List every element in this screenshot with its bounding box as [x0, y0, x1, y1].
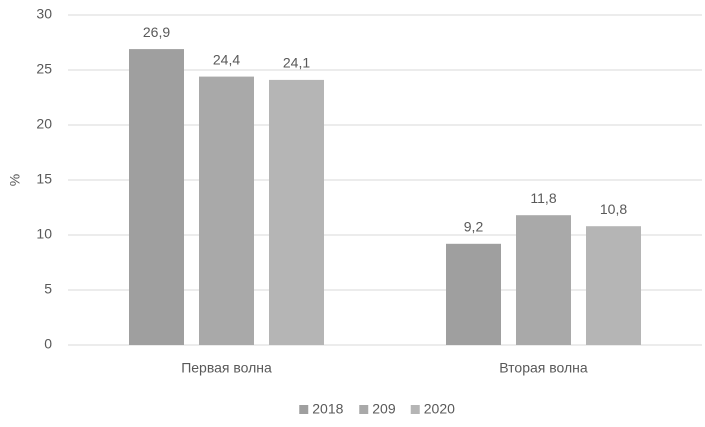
y-tick-label: 5: [44, 281, 52, 297]
y-tick-label: 25: [36, 61, 52, 77]
bar: [446, 243, 501, 345]
bar: [129, 49, 184, 345]
y-axis-label: %: [7, 174, 23, 186]
y-tick-label: 20: [36, 116, 52, 132]
data-label: 24,4: [213, 51, 240, 67]
legend-label: 2018: [312, 401, 343, 417]
legend-label: 2020: [424, 401, 455, 417]
x-tick-label: Первая волна: [181, 360, 272, 376]
legend-swatch: [410, 405, 420, 414]
y-tick-label: 30: [36, 6, 52, 22]
legend-swatch: [299, 405, 309, 414]
x-tick-label: Вторая волна: [499, 360, 588, 376]
legend-swatch: [359, 405, 369, 414]
legend-label: 209: [372, 401, 396, 417]
y-tick-label: 0: [44, 336, 52, 352]
bar: [586, 226, 641, 345]
bar: [516, 215, 571, 345]
data-label: 10,8: [600, 201, 627, 217]
data-label: 9,2: [464, 219, 484, 235]
y-tick-label: 15: [36, 171, 52, 187]
data-label: 11,8: [530, 190, 556, 206]
bar: [199, 76, 254, 345]
data-label: 26,9: [143, 24, 170, 40]
bar: [269, 79, 324, 346]
data-label: 24,1: [283, 55, 310, 71]
y-tick-label: 10: [36, 226, 52, 242]
